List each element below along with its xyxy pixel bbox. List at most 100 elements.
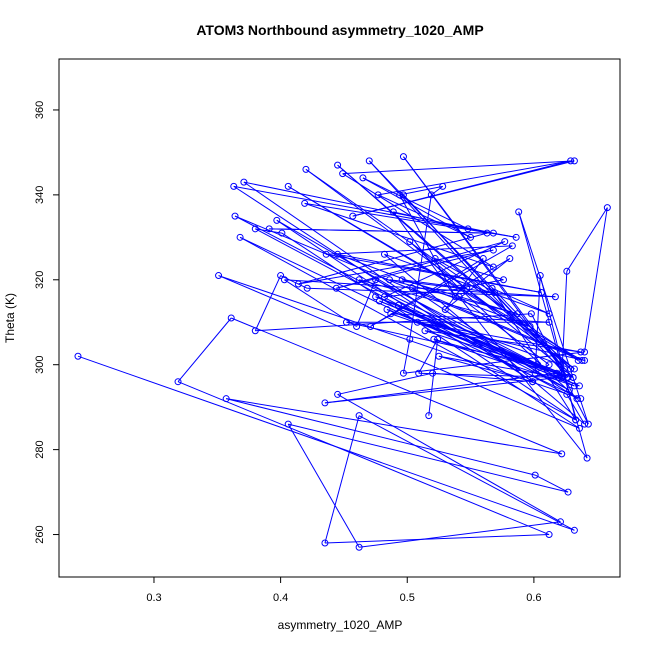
plot-frame [58,58,621,578]
data-point [439,182,447,190]
data-point [383,306,391,314]
data-point [558,450,566,458]
data-point [575,424,583,432]
series-segment [324,534,550,544]
series-segment [352,160,571,217]
series-segment [255,228,568,395]
series-segment [218,275,581,400]
data-point [321,399,329,407]
data-point [577,348,585,356]
data-point [355,543,363,551]
data-point [367,322,375,330]
data-point [455,284,463,292]
data-point [556,361,564,369]
data-point [277,272,285,280]
series-segment [458,296,588,459]
data-point [537,289,545,297]
data-point [558,373,566,381]
series-segment [243,181,494,234]
series-segment [402,339,411,374]
data-point [429,369,437,377]
y-axis-label: Theta (K) [3,293,17,343]
data-point [394,301,402,309]
data-point [386,276,394,284]
series-segment [378,160,571,196]
series-segment [399,194,456,298]
data-point [284,420,292,428]
series-segment [358,279,538,366]
series-segment [239,236,576,421]
series-segment [362,177,471,238]
data-point [531,369,539,377]
series-segment [491,287,550,315]
data-point [332,284,340,292]
series-segment [392,211,456,298]
series-segment [269,228,494,234]
data-point [489,229,497,237]
series-segment [418,372,562,378]
data-point [399,153,407,161]
data-point [563,267,571,275]
y-tick-label: 360 [34,101,46,119]
series-segment [566,207,608,272]
data-point [353,322,361,330]
data-point [451,293,459,301]
data-point [527,310,535,318]
data-point [349,212,357,220]
data-point [578,356,586,364]
data-point [334,161,342,169]
y-axis: 260 280 300 320 340 360 [34,101,59,544]
series-segment [362,177,469,230]
data-point [222,395,230,403]
data-point [421,327,429,335]
data-point [284,182,292,190]
series-segment [434,258,504,281]
data-point [463,284,471,292]
data-point [512,233,520,241]
series-segment [534,474,569,493]
series-segment [584,207,608,353]
y-tick-label: 320 [34,271,46,289]
series-segment [358,415,575,531]
series-segment [358,279,531,327]
data-point [464,225,472,233]
data-point [431,255,439,263]
data-point [577,395,585,403]
data-point [399,369,407,377]
series-segment [243,181,533,383]
data-point [570,526,578,534]
data-point [553,369,561,377]
series-segment [254,275,282,331]
data-point [359,174,367,182]
series-segment [337,393,561,523]
x-axis: 0.3 0.4 0.5 0.6 [146,577,542,604]
series-segment [384,287,467,298]
series-segment [393,211,469,230]
data-point [563,373,571,381]
series-points [74,153,611,551]
data-point [545,531,553,539]
data-point [273,216,281,224]
data-point [174,378,182,386]
data-point [567,157,575,165]
data-point [556,518,564,526]
series-segment [177,381,550,536]
series-segment [342,160,575,175]
data-point [508,242,516,250]
series-segment [459,279,504,289]
series-segment [231,317,562,455]
series-segment [304,202,517,238]
data-point [408,284,416,292]
data-point [230,182,238,190]
data-point [387,310,395,318]
data-point [334,250,342,258]
series-segment [226,398,536,476]
data-point [529,378,537,386]
data-point [339,170,347,178]
data-point [303,284,311,292]
data-point [380,250,388,258]
data-point [372,293,380,301]
data-point [399,191,407,199]
data-point [501,238,509,246]
series-segment [324,372,557,404]
